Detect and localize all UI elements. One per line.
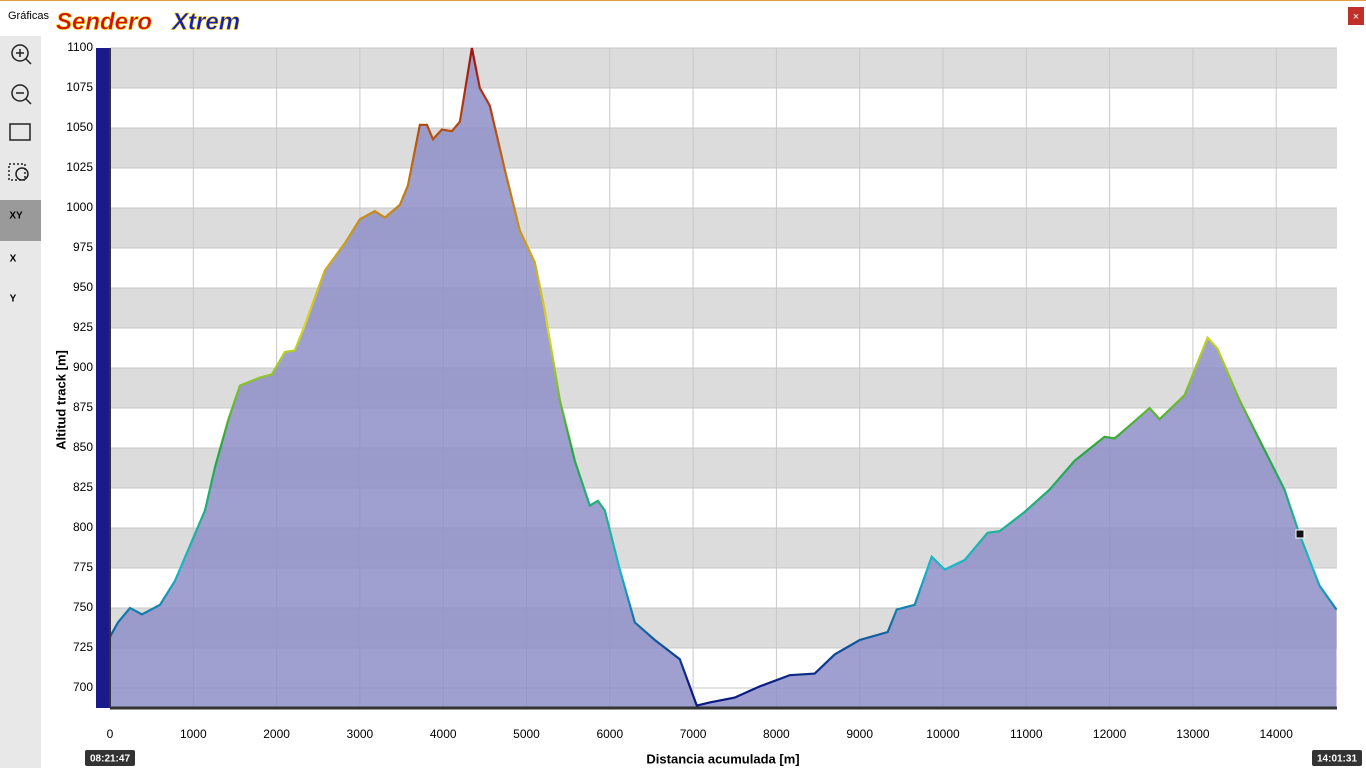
x-tick-label: 5000 bbox=[513, 727, 540, 741]
y-tick-label: 825 bbox=[73, 480, 93, 494]
y-tick-label: 900 bbox=[73, 360, 93, 374]
zoom-in[interactable] bbox=[11, 44, 32, 65]
cursor-marker bbox=[1295, 529, 1305, 539]
x-tick-label: 6000 bbox=[596, 727, 623, 741]
x-tick-label: 1000 bbox=[180, 727, 207, 741]
y-tick-label: 1100 bbox=[67, 40, 93, 54]
y-tick-label: 925 bbox=[73, 320, 93, 334]
y-tick-label: 1050 bbox=[66, 120, 93, 134]
x-tick-label: 9000 bbox=[846, 727, 873, 741]
grid-band bbox=[110, 208, 1337, 248]
y-tick-label: 1025 bbox=[66, 160, 93, 174]
x-tick-label: 11000 bbox=[1010, 727, 1043, 741]
plot bbox=[109, 47, 1338, 710]
color-bar bbox=[96, 48, 110, 708]
x-tick-label: 14000 bbox=[1260, 727, 1294, 741]
x-tick-label: 3000 bbox=[347, 727, 374, 741]
x-tick-label: 4000 bbox=[430, 727, 457, 741]
y-tick-label: 700 bbox=[73, 680, 93, 694]
toolbar-label[interactable]: X bbox=[10, 254, 17, 265]
time-marker: 08:21:47 bbox=[90, 754, 130, 765]
area bbox=[110, 48, 1337, 708]
x-tick-label: 12000 bbox=[1093, 727, 1127, 741]
fit[interactable] bbox=[9, 123, 31, 141]
close-icon: × bbox=[1353, 11, 1359, 23]
time-marker: 14:01:31 bbox=[1317, 754, 1357, 765]
grid-band bbox=[110, 48, 1337, 88]
grid-band bbox=[110, 128, 1337, 168]
x-tick-label: 8000 bbox=[763, 727, 790, 741]
y-tick-label: 775 bbox=[73, 560, 93, 574]
zoom-out[interactable] bbox=[11, 84, 32, 105]
y-tick-label: 850 bbox=[73, 440, 93, 454]
x-tick-label: 2000 bbox=[263, 727, 290, 741]
window-title: Gráficas bbox=[8, 10, 49, 22]
y-tick-label: 725 bbox=[73, 640, 93, 654]
close-button[interactable] bbox=[1348, 7, 1364, 25]
window-border bbox=[0, 0, 1366, 1]
toolbar-icons bbox=[8, 44, 32, 181]
logo-part: Sendero bbox=[56, 8, 152, 35]
toolbar-active[interactable] bbox=[0, 200, 41, 241]
x-tick-label: 13000 bbox=[1176, 727, 1210, 741]
y-axis-label: Altitud track [m] bbox=[53, 350, 68, 450]
toolbar-label[interactable]: XY bbox=[9, 211, 23, 222]
y-tick-label: 1000 bbox=[66, 200, 93, 214]
y-tick-label: 975 bbox=[73, 240, 93, 254]
y-tick-label: 750 bbox=[73, 600, 93, 614]
y-tick-label: 950 bbox=[73, 280, 93, 294]
y-tick-label: 800 bbox=[73, 520, 93, 534]
time-marker-box bbox=[1312, 750, 1362, 766]
y-tick-label: 875 bbox=[73, 400, 93, 414]
toolbar-label[interactable]: Y bbox=[10, 294, 17, 305]
x-tick-label: 7000 bbox=[680, 727, 707, 741]
x-tick-label: 0 bbox=[107, 727, 114, 741]
zoom-box[interactable] bbox=[8, 163, 29, 181]
logo-part: Xtrem bbox=[170, 8, 240, 35]
profile-line bbox=[109, 47, 1338, 707]
x-axis-label: Distancia acumulada [m] bbox=[646, 751, 799, 766]
toolbar bbox=[0, 36, 41, 768]
grid-band bbox=[110, 288, 1337, 328]
y-tick-label: 1075 bbox=[66, 80, 93, 94]
x-tick-label: 10000 bbox=[926, 727, 960, 741]
time-marker-box bbox=[85, 750, 135, 766]
